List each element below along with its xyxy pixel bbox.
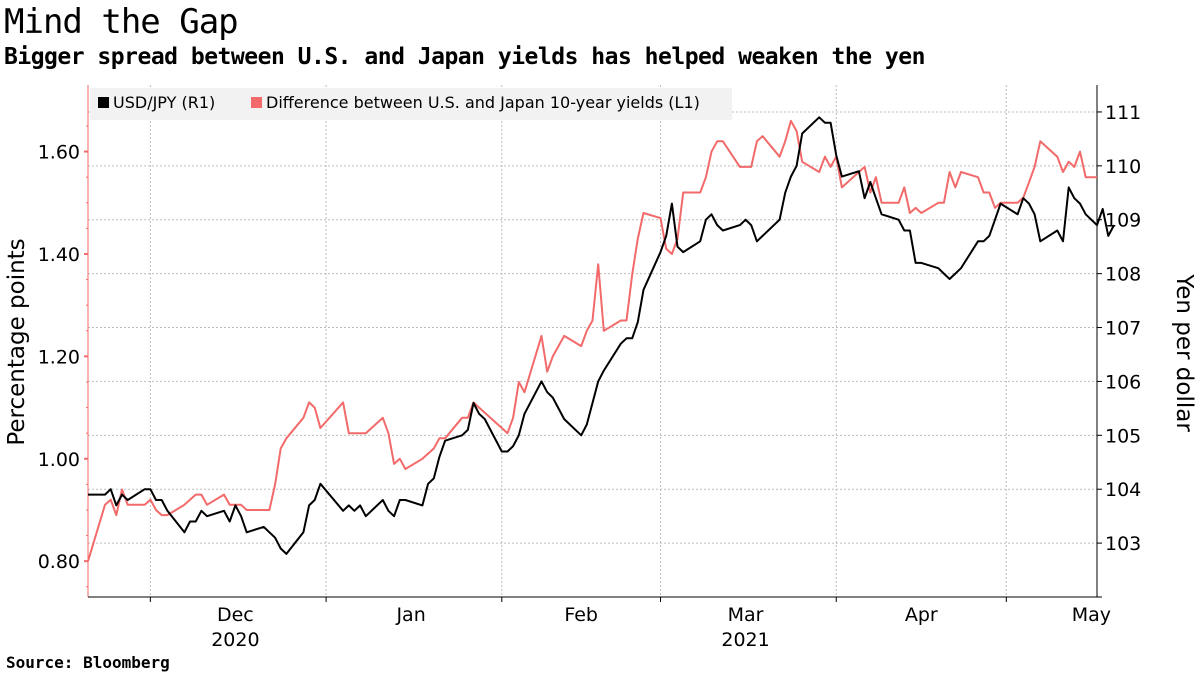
y-left-tick-label: 1.20 (38, 346, 80, 368)
legend-swatch-spread (251, 97, 262, 108)
y-left-tick-label: 1.00 (38, 449, 80, 471)
gridlines (88, 85, 1097, 597)
legend-background (90, 88, 732, 120)
x-year-label: 2021 (721, 629, 769, 651)
y-left-tick-label: 0.80 (38, 551, 80, 573)
x-tick-label: Dec (217, 604, 254, 626)
y-right-tick-label: 103 (1105, 533, 1141, 555)
y-left-tick-label: 1.60 (38, 142, 80, 164)
x-tick-label: May (1072, 604, 1111, 626)
y-right-tick-label: 110 (1105, 156, 1141, 178)
series-lines (87, 116, 1115, 562)
series-line-spread (87, 119, 1097, 562)
legend-label-usdjpy: USD/JPY (R1) (113, 93, 215, 112)
chart-subtitle: Bigger spread between U.S. and Japan yie… (4, 44, 925, 70)
series-line-usdjpy (88, 116, 1115, 555)
legend-label-spread: Difference between U.S. and Japan 10-yea… (266, 93, 700, 112)
y-left-tick-label: 1.40 (38, 244, 80, 266)
y-right-tick-label: 107 (1105, 318, 1141, 340)
x-tick-label: Feb (564, 604, 598, 626)
chart-title: Mind the Gap (4, 2, 239, 42)
y-right-tick-label: 104 (1105, 479, 1141, 501)
legend: USD/JPY (R1) Difference between U.S. and… (90, 88, 732, 120)
legend-swatch-usdjpy (98, 97, 109, 108)
x-tick-label: Mar (728, 604, 764, 626)
y-axis-left-title: Percentage points (4, 238, 30, 445)
y-right-tick-label: 105 (1105, 425, 1141, 447)
y-axis-right-title: Yen per dollar (1171, 273, 1197, 432)
y-right-tick-label: 109 (1105, 210, 1141, 232)
y-right-tick-label: 111 (1105, 102, 1141, 124)
axes: 0.80 1.00 1.20 1.40 1.60 103 104 105 106 107 108 10… (38, 85, 1141, 651)
y-right-tick-label: 106 (1105, 371, 1141, 393)
x-year-label: 2020 (211, 629, 259, 651)
source-note: Source: Bloomberg (6, 653, 170, 672)
x-tick-label: Apr (905, 604, 938, 626)
x-tick-label: Jan (395, 604, 425, 626)
y-right-tick-label: 108 (1105, 264, 1141, 286)
